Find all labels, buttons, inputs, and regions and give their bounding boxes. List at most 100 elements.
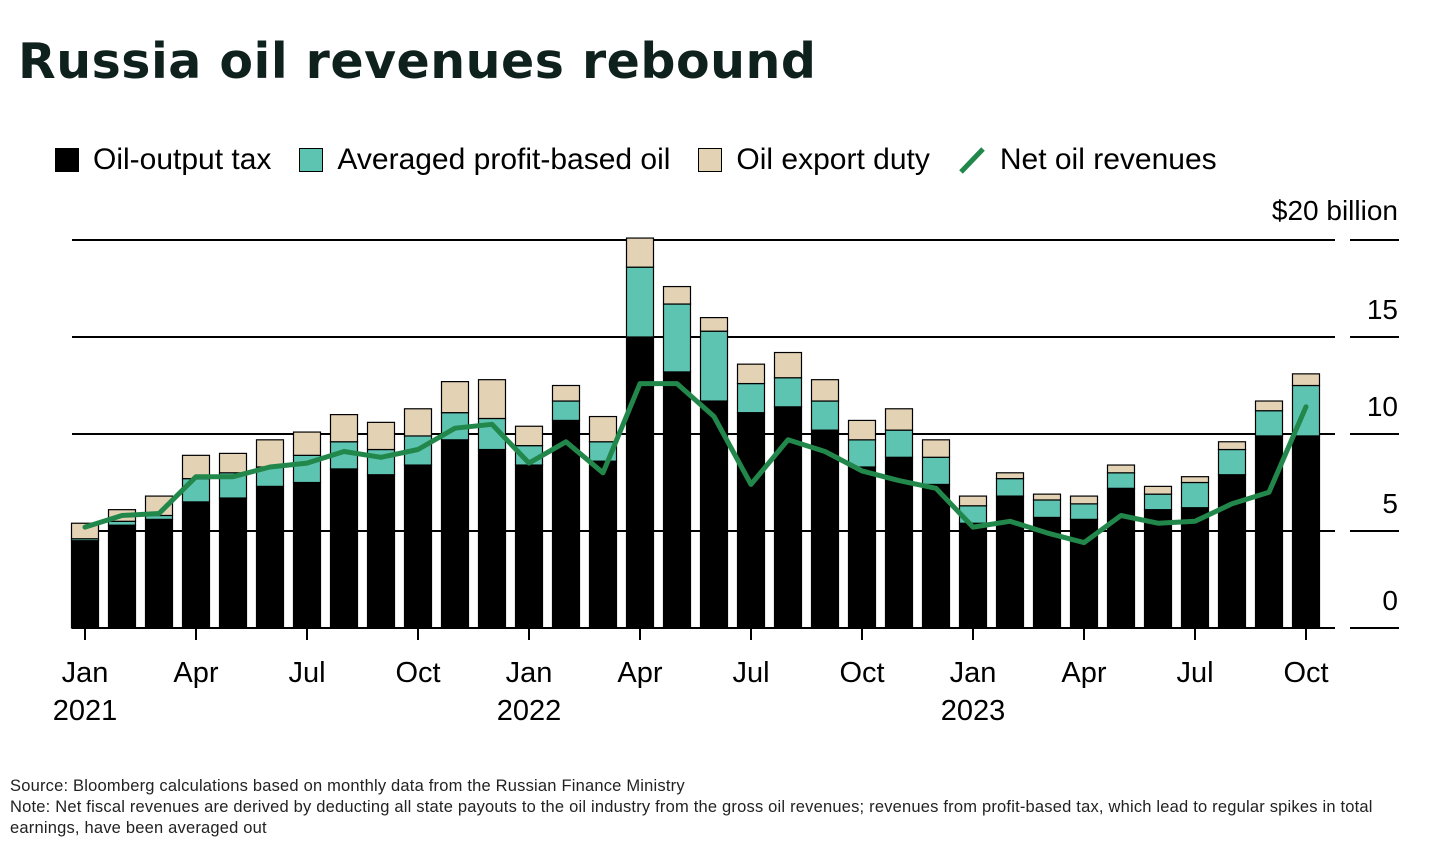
- bar-profit-based-2023-08: [1217, 448, 1247, 476]
- bar-profit-based-2022-11: [884, 429, 914, 458]
- bar-output-tax-2021-06: [255, 485, 285, 629]
- legend-label-profit-based-oil: Averaged profit-based oil: [337, 143, 671, 176]
- x-tick-label-3: Apr: [173, 657, 218, 689]
- bar-output-tax-2021-09: [366, 474, 396, 629]
- x-tick-label-33: Oct: [1283, 657, 1328, 689]
- x-tick-label-15: Apr: [617, 657, 662, 689]
- bar-output-tax-2023-05: [1106, 487, 1136, 629]
- bar-export-duty-2023-10: [1291, 373, 1321, 387]
- bar-output-tax-2022-03: [588, 460, 618, 629]
- bar-profit-based-2022-07: [736, 382, 766, 414]
- bar-output-tax-2022-09: [810, 429, 840, 629]
- chart-notes: Source: Bloomberg calculations based on …: [10, 776, 1440, 839]
- legend-label-net-oil-revenues: Net oil revenues: [999, 143, 1217, 176]
- bar-output-tax-2023-07: [1180, 507, 1210, 629]
- bar-output-tax-2021-08: [329, 468, 359, 629]
- bar-export-duty-2021-11: [440, 381, 470, 414]
- bar-export-duty-2022-10: [847, 419, 877, 441]
- bar-export-duty-2022-01: [514, 425, 544, 447]
- bar-output-tax-2023-10: [1291, 435, 1321, 629]
- bar-output-tax-2023-08: [1217, 474, 1247, 629]
- bar-profit-based-2022-06: [699, 330, 729, 402]
- y-tick-label-10: 10: [1367, 391, 1398, 422]
- legend-line-icon: [959, 147, 985, 174]
- bar-output-tax-2021-04: [181, 501, 211, 629]
- footnote: Note: Net fiscal revenues are derived by…: [10, 798, 1373, 837]
- bar-export-duty-2021-06: [255, 439, 285, 468]
- x-year-label-2021: 2021: [53, 695, 118, 727]
- legend-item-net-oil-revenues: Net oil revenues: [958, 140, 1217, 180]
- bar-export-duty-2021-08: [329, 414, 359, 443]
- legend-label-oil-output-tax: Oil-output tax: [93, 143, 272, 176]
- source-note: Source: Bloomberg calculations based on …: [10, 777, 685, 795]
- bar-export-duty-2022-12: [921, 439, 951, 458]
- bar-output-tax-2021-02: [107, 524, 137, 629]
- bar-export-duty-2022-02: [551, 384, 581, 402]
- x-tick-label-21: Oct: [839, 657, 884, 689]
- bar-profit-based-2022-08: [773, 377, 803, 408]
- bar-output-tax-2023-02: [995, 495, 1025, 629]
- y-unit-label: $20 billion: [1272, 195, 1398, 226]
- x-year-label-2022: 2022: [497, 695, 562, 727]
- bar-profit-based-2023-02: [995, 478, 1025, 497]
- legend-item-oil-output-tax: Oil-output tax: [55, 140, 271, 180]
- bar-export-duty-2021-10: [403, 408, 433, 437]
- bar-output-tax-2022-10: [847, 466, 877, 629]
- bar-profit-based-2021-04: [181, 478, 211, 503]
- bar-profit-based-2022-05: [662, 303, 692, 373]
- bar-output-tax-2022-07: [736, 412, 766, 629]
- bar-export-duty-2022-09: [810, 379, 840, 402]
- x-tick-label-9: Oct: [395, 657, 440, 689]
- bar-profit-based-2022-12: [921, 456, 951, 486]
- net-oil-revenues-line: [82, 381, 1309, 546]
- legend-swatch-oil-output-tax: [55, 148, 79, 172]
- legend-item-export-duty: Oil export duty: [698, 140, 930, 180]
- bar-export-duty-2022-11: [884, 408, 914, 431]
- x-tick-label-6: Jul: [288, 657, 325, 689]
- bar-output-tax-2022-02: [551, 419, 581, 629]
- bar-profit-based-2022-04: [625, 266, 655, 338]
- x-tick-label-27: Apr: [1061, 657, 1106, 689]
- bar-output-tax-2021-01: [70, 540, 100, 629]
- legend-label-export-duty: Oil export duty: [736, 143, 930, 176]
- bar-export-duty-2023-04: [1069, 495, 1099, 505]
- bar-export-duty-2021-09: [366, 421, 396, 451]
- bar-output-tax-2021-03: [144, 518, 174, 629]
- bar-export-duty-2023-09: [1254, 400, 1284, 412]
- bar-export-duty-2022-03: [588, 415, 618, 443]
- y-tick-label-15: 15: [1367, 294, 1398, 325]
- bar-output-tax-2021-07: [292, 481, 322, 629]
- bar-output-tax-2021-10: [403, 464, 433, 629]
- bar-profit-based-2022-09: [810, 400, 840, 431]
- chart-plot-area: 0 5 10 15 $20 billion Jan 2021 Apr Jul Oct Jan 2022…: [53, 195, 1399, 727]
- bar-output-tax-2021-12: [477, 448, 507, 629]
- bar-profit-based-2023-03: [1032, 499, 1062, 519]
- bar-output-tax-2022-12: [921, 483, 951, 629]
- x-tick-label-12: Jan: [506, 657, 553, 689]
- bar-export-duty-2023-07: [1180, 476, 1210, 484]
- x-tick-label-18: Jul: [732, 657, 769, 689]
- bar-export-duty-2021-12: [477, 379, 507, 420]
- bar-output-tax-2022-01: [514, 464, 544, 629]
- bar-export-duty-2022-08: [773, 351, 803, 379]
- bar-profit-based-2022-10: [847, 439, 877, 468]
- bar-export-duty-2022-07: [736, 363, 766, 385]
- bar-output-tax-2021-11: [440, 439, 470, 629]
- bar-profit-based-2023-05: [1106, 472, 1136, 489]
- bar-profit-based-2022-02: [551, 400, 581, 422]
- bar-export-duty-2023-01: [958, 495, 988, 507]
- bar-export-duty-2023-06: [1143, 485, 1173, 495]
- bar-export-duty-2022-04: [625, 237, 655, 268]
- bar-export-duty-2021-07: [292, 431, 322, 456]
- chart-title: Russia oil revenues rebound: [18, 33, 817, 90]
- bar-output-tax-2023-01: [958, 522, 988, 629]
- x-year-label-2023: 2023: [941, 695, 1006, 727]
- y-tick-label-0: 0: [1382, 585, 1398, 616]
- bar-output-tax-2021-05: [218, 497, 248, 629]
- legend-swatch-profit-based-oil: [299, 148, 324, 172]
- bar-profit-based-2023-07: [1180, 481, 1210, 509]
- bar-profit-based-2023-09: [1254, 410, 1284, 437]
- x-tick-label-30: Jul: [1176, 657, 1213, 689]
- legend-item-profit-based-oil: Averaged profit-based oil: [299, 140, 670, 180]
- bar-export-duty-2021-05: [218, 452, 248, 474]
